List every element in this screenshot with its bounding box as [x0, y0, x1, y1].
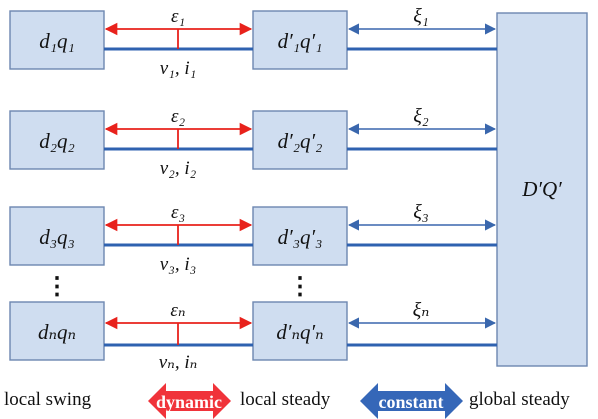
row-1: d₁q₁ d′₁q′₁ ε₁ ξ₁ v₁, i₁	[9, 5, 497, 79]
epsilon-label-2: ε₂	[171, 106, 185, 127]
xi-label-1: ξ₁	[413, 5, 429, 27]
xi-label-3: ξ₃	[413, 201, 429, 223]
local-box-3-label: d₃q₃	[39, 225, 75, 249]
steady-box-1	[252, 10, 348, 70]
row-n: dₙqₙ d′ₙq′ₙ εₙ ξₙ vₙ, iₙ	[9, 299, 497, 373]
dynamic-double-arrow	[148, 383, 231, 419]
local-box-2	[9, 110, 105, 170]
row-2: d₂q₂ d′₂q′₂ ε₂ ξ₂ v₂, i₂	[9, 105, 497, 179]
local-box-2-label: d₂q₂	[39, 129, 75, 153]
steady-box-3	[252, 206, 348, 266]
constant-double-arrow	[360, 383, 463, 419]
xi-label-2: ξ₂	[413, 105, 429, 127]
ellipsis-left: ⋮	[45, 274, 69, 300]
legend-local-swing: local swing	[4, 389, 92, 410]
epsilon-label-3: ε₃	[171, 202, 185, 223]
legend-local-steady: local steady	[240, 389, 331, 410]
vi-label-n: vₙ, iₙ	[159, 352, 198, 373]
global-dq-label: D′Q′	[521, 177, 562, 201]
local-box-1-label: d₁q₁	[39, 29, 75, 53]
ellipsis-right: ⋮	[288, 274, 312, 300]
epsilon-label-n: εₙ	[170, 300, 185, 321]
row-3: d₃q₃ d′₃q′₃ ε₃ ξ₃ v₃, i₃	[9, 201, 497, 275]
steady-box-1-label: d′₁q′₁	[278, 29, 323, 53]
legend-constant: constant	[378, 392, 443, 412]
legend-dynamic: dynamic	[156, 392, 222, 412]
steady-box-n	[252, 301, 348, 361]
legend-global-steady: global steady	[469, 389, 570, 410]
local-box-n-label: dₙqₙ	[38, 320, 76, 344]
steady-box-n-label: d′ₙq′ₙ	[276, 320, 323, 344]
vi-label-3: v₃, i₃	[160, 254, 196, 275]
steady-box-2-label: d′₂q′₂	[278, 129, 323, 153]
legend: local swing dynamic local steady constan…	[4, 383, 570, 419]
vi-label-1: v₁, i₁	[160, 58, 196, 79]
steady-box-2	[252, 110, 348, 170]
steady-box-3-label: d′₃q′₃	[278, 225, 323, 249]
local-box-3	[9, 206, 105, 266]
local-box-n	[9, 301, 105, 361]
epsilon-label-1: ε₁	[171, 6, 185, 27]
vi-label-2: v₂, i₂	[160, 158, 197, 179]
global-dq-box	[496, 12, 588, 367]
xi-label-n: ξₙ	[413, 299, 430, 321]
local-box-1	[9, 10, 105, 70]
